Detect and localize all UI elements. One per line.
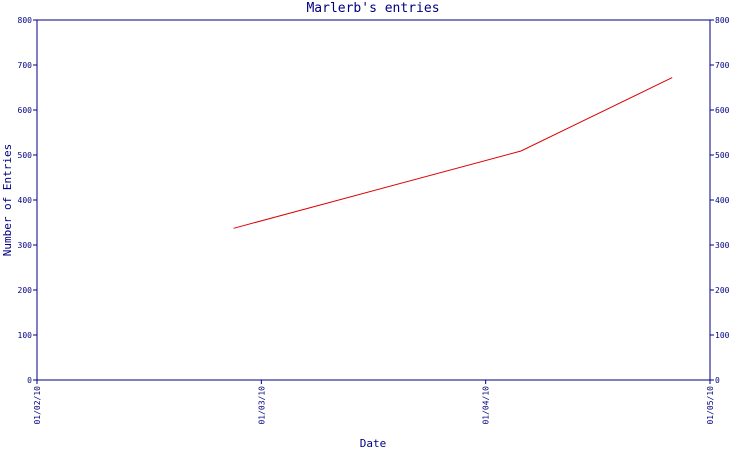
y-tick-label-left: 500 (18, 151, 33, 160)
y-tick-label-left: 100 (18, 331, 33, 340)
y-axis-left: 0 100 200 300 400 500 600 700 800 (18, 16, 37, 385)
plot-area (36, 19, 711, 381)
y-tick-label-left: 700 (18, 61, 33, 70)
y-tick-label-right: 500 (715, 151, 730, 160)
y-tick-label-right: 200 (715, 286, 730, 295)
x-axis-title: Date (360, 437, 387, 450)
y-axis-right: 0 100 200 300 400 500 600 700 800 (710, 16, 730, 385)
y-tick-label-right: 400 (715, 196, 730, 205)
x-tick-label: 01/02/10 (33, 386, 42, 425)
y-tick-label-right: 700 (715, 61, 730, 70)
series-layer (233, 77, 673, 229)
y-tick-label-left: 600 (18, 106, 33, 115)
y-tick-label-right: 100 (715, 331, 730, 340)
y-tick-label-right: 0 (715, 376, 720, 385)
y-tick-label-left: 0 (27, 376, 32, 385)
y-axis-title: Number of Entries (1, 144, 14, 257)
y-tick-label-left: 200 (18, 286, 33, 295)
x-axis: 01/02/10 01/03/10 01/04/10 01/05/10 (33, 380, 715, 425)
x-tick-label: 01/03/10 (257, 386, 266, 425)
series-line-0 (233, 77, 673, 229)
y-tick-label-left: 400 (18, 196, 33, 205)
y-tick-label-right: 800 (715, 16, 730, 25)
y-tick-label-left: 300 (18, 241, 33, 250)
y-tick-label-right: 600 (715, 106, 730, 115)
y-tick-label-left: 800 (18, 16, 33, 25)
chart-title: Marlerb's entries (306, 1, 439, 16)
x-tick-label: 01/05/10 (706, 386, 715, 425)
x-tick-label: 01/04/10 (482, 386, 491, 425)
y-tick-label-right: 300 (715, 241, 730, 250)
